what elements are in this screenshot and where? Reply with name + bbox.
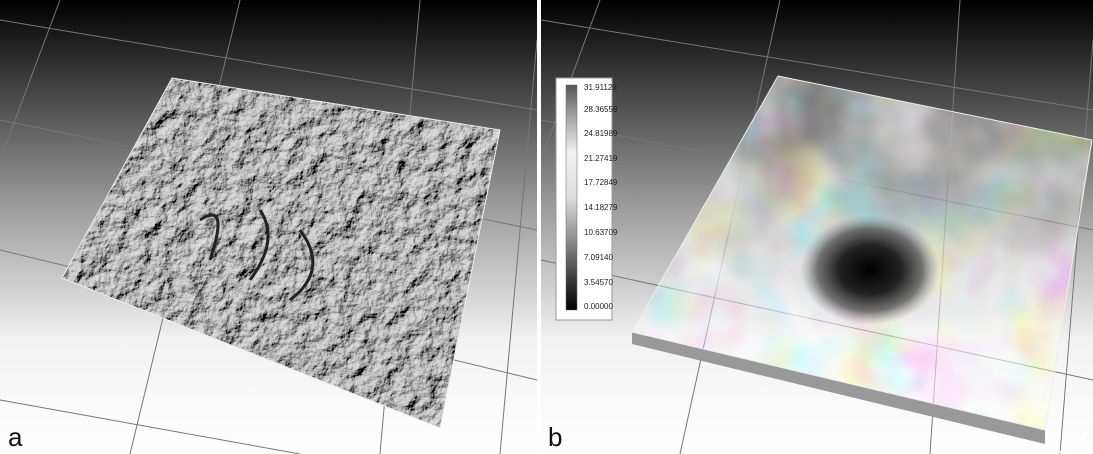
legend-tick: 3.54570: [584, 278, 613, 287]
figure: 31.91128 28.36559 24.81989 21.27419 17.7…: [0, 0, 1093, 454]
panel-a: [0, 0, 537, 454]
divider: [537, 0, 541, 454]
legend-tick: 0.00000: [584, 302, 613, 311]
legend-tick: 31.91128: [584, 83, 617, 92]
legend-tick: 7.09140: [584, 253, 613, 262]
legend-tick: 28.36559: [584, 105, 618, 114]
depression: [800, 215, 940, 325]
legend: 31.91128 28.36559 24.81989 21.27419 17.7…: [556, 78, 618, 320]
panel-label: a: [8, 422, 23, 452]
legend-tick: 17.72849: [584, 178, 618, 187]
panel-b: [541, 0, 1093, 454]
legend-tick: 24.81989: [584, 129, 618, 138]
panel-label: b: [548, 422, 562, 452]
legend-tick: 10.63709: [584, 228, 618, 237]
legend-tick: 21.27419: [584, 154, 618, 163]
legend-bar: [566, 85, 577, 310]
legend-tick: 14.18279: [584, 203, 618, 212]
